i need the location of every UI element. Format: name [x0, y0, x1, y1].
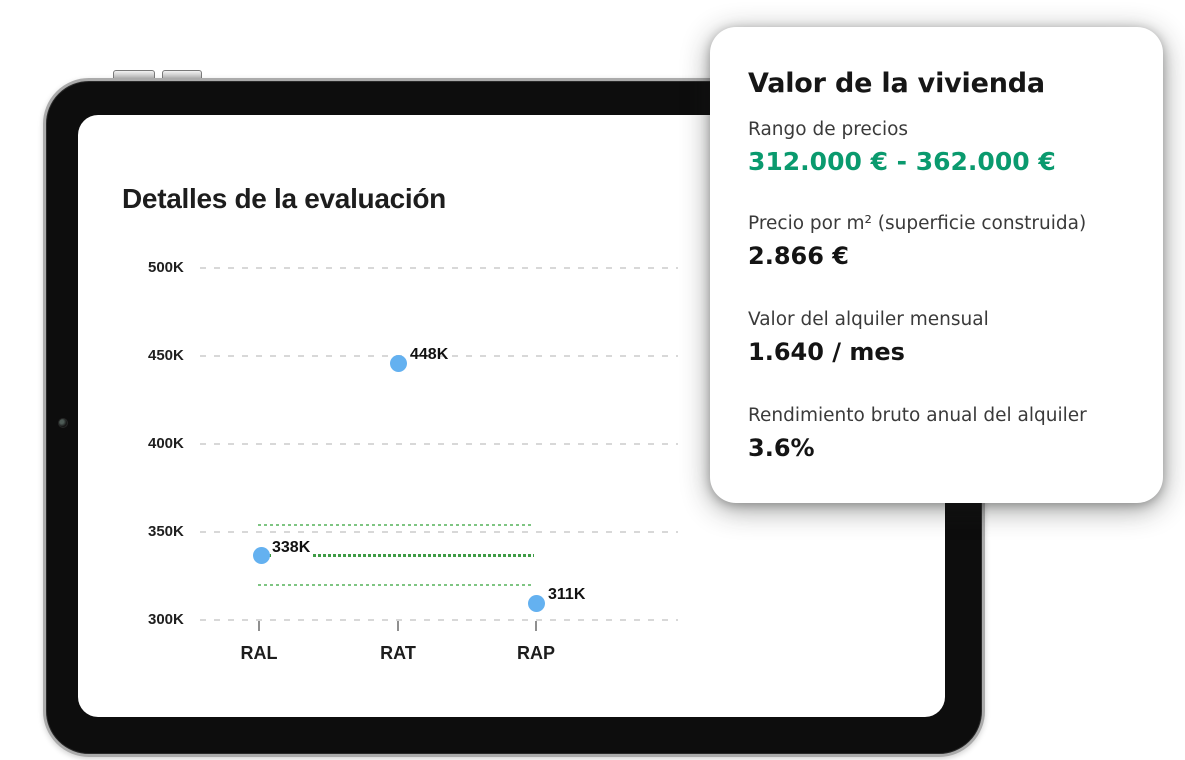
price-range-value: 312.000 € - 362.000 € [748, 147, 1056, 176]
monthly-rent-label: Valor del alquiler mensual [748, 309, 989, 330]
x-axis-label-ral: RAL [240, 643, 278, 663]
card-title: Valor de la vivienda [748, 68, 1045, 99]
y-axis-label: 500K [148, 259, 184, 276]
data-point-label: 311K [548, 586, 586, 603]
y-axis-label: 400K [148, 435, 184, 452]
x-axis-tick [258, 621, 260, 631]
monthly-rent-section: Valor del alquiler mensual 1.640 / mes [748, 308, 1135, 367]
y-axis-label: 350K [148, 523, 184, 540]
data-point-label: 338K [272, 539, 313, 557]
gridline-450k [200, 355, 678, 357]
data-point-ral[interactable] [253, 547, 270, 564]
gross-yield-value: 3.6% [748, 434, 815, 462]
gridline-300k [200, 619, 678, 621]
y-axis-label: 450K [148, 347, 184, 364]
chart-title: Detalles de la evaluación [122, 183, 446, 214]
gridline-400k [200, 443, 678, 445]
gridline-350k [200, 531, 678, 533]
x-axis-tick [397, 621, 399, 631]
x-axis-label-rat: RAT [380, 643, 416, 663]
data-point-label: 448K [410, 346, 449, 363]
price-range-section: Rango de precios 312.000 € - 362.000 € [748, 118, 1135, 177]
front-camera-icon [58, 418, 68, 428]
gridline-500k [200, 267, 678, 269]
price-per-m2-value: 2.866 € [748, 242, 849, 270]
reference-line-lower [258, 584, 534, 586]
price-per-m2-section: Precio por m² (superficie construida) 2.… [748, 212, 1135, 271]
x-axis-tick [535, 621, 537, 631]
y-axis-label: 300K [148, 611, 184, 628]
price-per-m2-label: Precio por m² (superficie construida) [748, 213, 1087, 234]
x-axis-label-rap: RAP [516, 643, 555, 663]
reference-line-middle [258, 554, 534, 557]
data-point-rat[interactable] [390, 355, 407, 372]
reference-line-upper [258, 524, 534, 526]
monthly-rent-value: 1.640 / mes [748, 338, 905, 366]
price-range-label: Rango de precios [748, 119, 909, 140]
gross-yield-label: Rendimiento bruto anual del alquiler [748, 405, 1087, 426]
data-point-rap[interactable] [528, 595, 545, 612]
valuation-card: Valor de la vivienda Rango de precios 31… [710, 27, 1163, 503]
gross-yield-section: Rendimiento bruto anual del alquiler 3.6… [748, 404, 1135, 463]
